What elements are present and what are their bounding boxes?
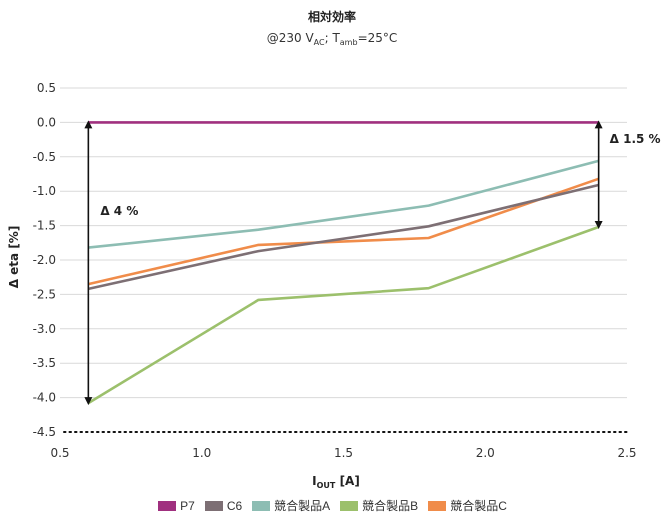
gridlines [60,87,628,433]
x-tick-label: 2.0 [476,446,495,460]
annotation-label: Δ 4 % [100,204,138,218]
y-tick-label: -0.5 [33,150,56,164]
legend-item: C6 [204,498,243,513]
subtitle-voltage-subscript: AC [314,38,325,47]
x-tick-label: 1.0 [192,446,211,460]
y-axis-label: Δ eta [%] [7,226,21,289]
subtitle-prefix: @230 V [267,31,315,45]
chart-legend: P7 C6 競合製品A 競合製品B 競合製品C [0,497,665,514]
legend-label: C6 [226,498,243,513]
chart-title: 相対効率 [308,9,356,24]
legend-swatch [252,501,271,511]
y-tick-label: -2.5 [33,287,56,301]
legend-item: 競合製品C [428,497,507,514]
subtitle-suffix: =25°C [358,31,398,45]
x-axis-label: IOUT [A] [312,474,360,490]
y-tick-label: -3.0 [33,322,56,336]
x-tick-label: 1.5 [334,446,353,460]
x-axis-label-subscript: OUT [317,481,336,490]
legend-label: 競合製品A [274,499,331,513]
series-line-3 [87,225,600,405]
legend-item: P7 [158,499,195,513]
y-tick-label: -1.5 [33,219,56,233]
x-tick-label: 0.5 [50,446,69,460]
x-tick-label: 2.5 [617,446,636,460]
y-tick-label: -4.5 [33,425,56,439]
annotations: Δ 4 % Δ 1.5 % [84,120,661,406]
legend-swatch [340,501,359,511]
y-tick-label: 0.0 [37,115,56,129]
series-line-1 [88,183,599,291]
x-axis-label-unit: [A] [335,474,359,488]
y-tick-label: -3.5 [33,356,56,370]
legend-item: 競合製品A [252,497,330,514]
series-line-2 [88,159,599,249]
annotation-label: Δ 1.5 % [610,132,661,146]
y-tick-label: -2.0 [33,253,56,267]
series-lines [87,121,600,405]
legend-label: 競合製品B [362,499,419,513]
subtitle-mid: ; T [325,31,341,45]
x-axis-tick-labels: 0.5 1.0 1.5 2.0 2.5 [50,446,636,460]
legend-swatch [158,500,177,511]
y-tick-label: -4.0 [33,391,56,405]
y-tick-label: -1.0 [33,184,56,198]
legend-swatch [428,501,447,511]
chart-title-group: 相対効率 @230 VAC; Tamb=25°C [267,9,398,47]
series-line-4 [88,177,600,286]
y-axis-tick-labels: 0.5 0.0 -0.5 -1.0 -1.5 -2.0 -2.5 -3.0 -3.5 -4.0 -4… [33,81,56,439]
legend-label: 競合製品C [450,499,507,513]
legend-label: P7 [180,498,195,513]
legend-item: 競合製品B [340,497,418,514]
chart-subtitle: @230 VAC; Tamb=25°C [267,31,398,47]
subtitle-temp-subscript: amb [340,38,358,47]
x-axis-label-main: I [312,474,316,488]
y-tick-label: 0.5 [37,81,56,95]
legend-swatch [204,500,223,511]
